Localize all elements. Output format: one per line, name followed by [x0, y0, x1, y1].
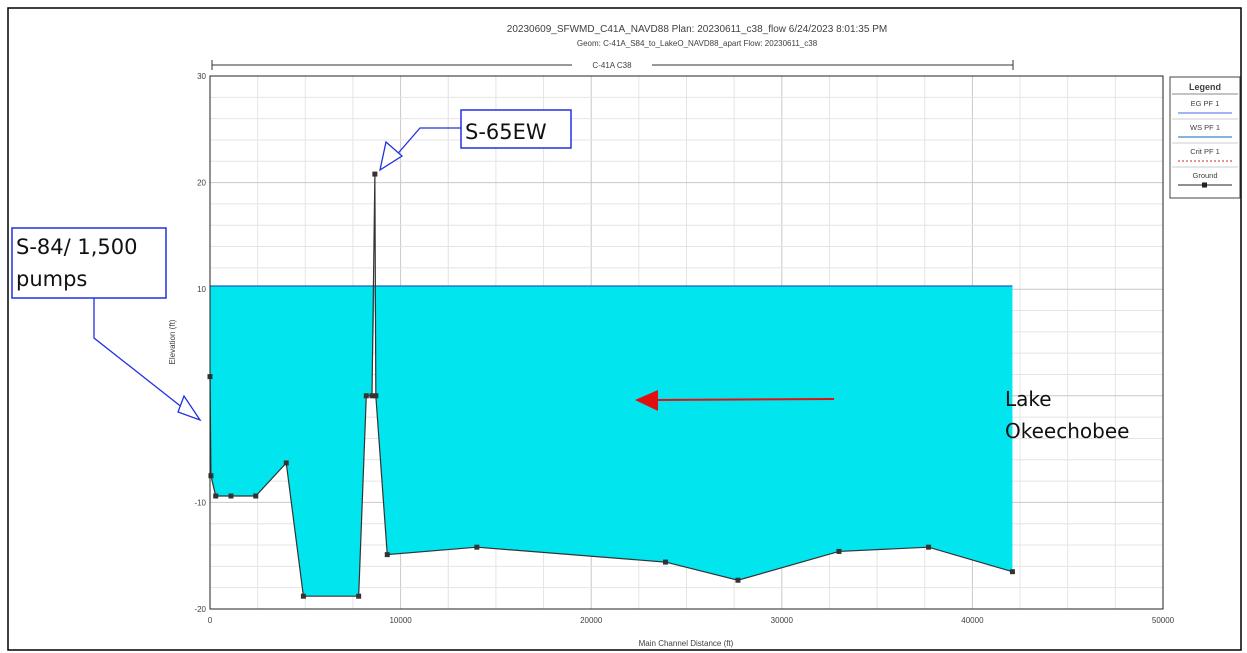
- legend-item-label: EG PF 1: [1191, 99, 1220, 108]
- ground-point: [208, 473, 214, 479]
- x-tick-label: 20000: [580, 616, 603, 625]
- s84-leader-line: [93, 298, 189, 413]
- s65-callout: S-65EW: [379, 109, 572, 172]
- y-axis-ticks: -20 -10 10 20 30: [194, 72, 206, 614]
- lake-label-line-2: Okeechobee: [1005, 419, 1129, 443]
- ground-point: [384, 552, 390, 558]
- series-layer: [207, 171, 1015, 599]
- ground-point: [213, 493, 219, 499]
- s65-callout-label: S-65EW: [465, 120, 547, 144]
- ground-point: [735, 577, 741, 583]
- legend-item-label: WS PF 1: [1190, 123, 1220, 132]
- x-axis-ticks: 0 10000 20000 30000 40000 50000: [208, 616, 1175, 625]
- flow-direction-arrow: [635, 390, 835, 411]
- y-tick-label: 10: [197, 285, 206, 294]
- x-tick-label: 0: [208, 616, 213, 625]
- ground-point: [356, 593, 362, 599]
- legend-title: Legend: [1189, 82, 1221, 92]
- reach-extent-bar: C-41A C38: [211, 60, 1014, 70]
- y-tick-label: 30: [197, 72, 206, 81]
- x-tick-label: 50000: [1152, 616, 1175, 625]
- s65-arrowhead: [379, 140, 404, 172]
- x-tick-label: 30000: [771, 616, 794, 625]
- ground-point: [926, 544, 932, 550]
- y-tick-label: 20: [197, 179, 206, 188]
- s84-callout: S-84/ 1,500 pumps: [11, 227, 202, 422]
- s84-callout-box: [11, 227, 167, 299]
- header-line-2: Geom: C-41A_S84_to_LakeO_NAVD88_apart Fl…: [577, 39, 818, 48]
- ground-point: [373, 393, 379, 399]
- flow-arrow-shaft: [654, 398, 835, 401]
- legend-items: EG PF 1 WS PF 1 Crit PF 1 Ground: [1172, 99, 1238, 188]
- s84-callout-line-2: pumps: [16, 267, 87, 291]
- x-axis-label: Main Channel Distance (ft): [639, 639, 734, 648]
- legend-item-marker: [1202, 182, 1207, 188]
- reach-label: C-41A C38: [592, 61, 632, 70]
- lake-label-line-1: Lake: [1005, 387, 1052, 411]
- ground-point: [363, 393, 369, 399]
- s84-arrowhead: [177, 394, 202, 422]
- legend-item-label: Crit PF 1: [1190, 147, 1220, 156]
- ground-point: [663, 559, 669, 565]
- y-tick-label: -10: [194, 498, 206, 507]
- legend: Legend EG PF 1 WS PF 1 Crit PF 1 Ground: [1169, 76, 1241, 199]
- ground-point: [372, 171, 378, 177]
- ground-point: [228, 493, 234, 499]
- s65-callout-box: [460, 109, 572, 149]
- flow-arrow-head: [635, 390, 658, 411]
- x-tick-label: 10000: [389, 616, 412, 625]
- ground-point: [1009, 569, 1015, 575]
- ground-point: [369, 393, 375, 399]
- ground-point: [474, 544, 480, 550]
- x-tick-label: 40000: [961, 616, 984, 625]
- water-area: [210, 286, 1013, 597]
- ground-point: [283, 460, 289, 466]
- header-line-1: 20230609_SFWMD_C41A_NAVD88 Plan: 2023061…: [507, 24, 887, 35]
- plot-frame: [209, 75, 1164, 610]
- legend-item-label: Ground: [1192, 171, 1217, 180]
- ground-point: [836, 548, 842, 554]
- y-tick-label: -20: [194, 605, 206, 614]
- s84-callout-line-1: S-84/ 1,500: [16, 235, 138, 259]
- ground-point: [253, 493, 259, 499]
- reach-label-bg: [572, 60, 652, 70]
- s65-leader-line: [393, 127, 461, 159]
- y-axis-label: Elevation (ft): [168, 319, 177, 364]
- ground-point: [300, 593, 306, 599]
